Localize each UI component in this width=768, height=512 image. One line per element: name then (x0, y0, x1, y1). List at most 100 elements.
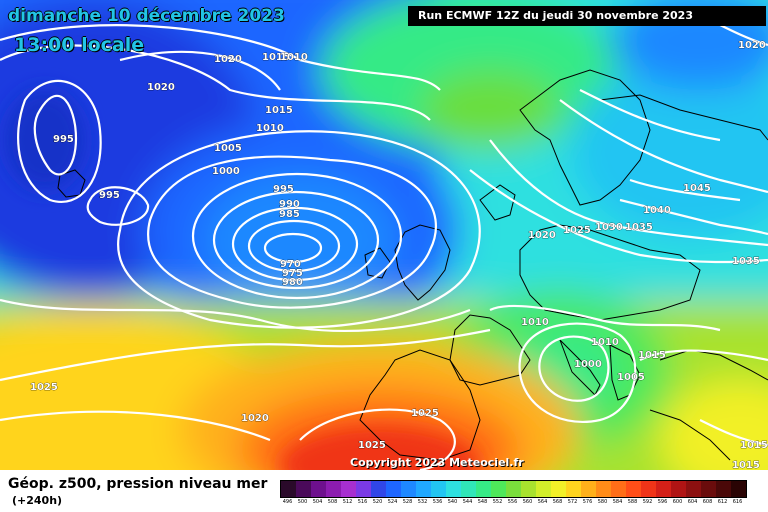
pressure-label: 1000 (574, 359, 602, 370)
color-tick-label: 600 (672, 499, 683, 505)
color-tick-label: 588 (627, 499, 638, 505)
pressure-label: 1020 (241, 413, 269, 424)
copyright: Copyright 2023 Meteociel.fr (350, 456, 524, 469)
pressure-label: 1035 (625, 222, 653, 233)
pressure-label: 1010 (256, 123, 284, 134)
color-swatch (641, 481, 656, 497)
pressure-label: 1030 (595, 222, 623, 233)
color-swatch (581, 481, 596, 497)
forecast-date: dimanche 10 décembre 2023 (8, 6, 285, 26)
color-scale-ticks: 496 500 504 508 512 516 520 524 528 532 536 540 544 5… (280, 499, 745, 505)
color-tick-label: 508 (327, 499, 338, 505)
color-tick-label: 516 (357, 499, 368, 505)
map-footer: Géop. z500, pression niveau mer (+240h) … (0, 470, 768, 512)
pressure-label: 1040 (643, 205, 671, 216)
pressure-labels: 1020 1020 1015 1015 1010 1005 1000 995 9… (30, 40, 768, 470)
pressure-label: 1025 (411, 408, 439, 419)
color-tick-label: 604 (687, 499, 698, 505)
color-tick-label: 572 (567, 499, 578, 505)
color-swatch (491, 481, 506, 497)
pressure-label: 1005 (617, 372, 645, 383)
color-tick-label: 548 (477, 499, 488, 505)
pressure-label: 995 (53, 134, 74, 145)
color-swatch (311, 481, 326, 497)
color-tick-label: 540 (447, 499, 458, 505)
color-tick-label: 528 (402, 499, 413, 505)
pressure-label: 1025 (563, 225, 591, 236)
pressure-label: 1020 (738, 40, 766, 51)
color-tick-label: 608 (702, 499, 713, 505)
color-swatch (611, 481, 626, 497)
pressure-label: 1020 (214, 54, 242, 65)
color-tick-label: 524 (387, 499, 398, 505)
color-swatch (536, 481, 551, 497)
color-tick-label: 532 (417, 499, 428, 505)
pressure-label: 1010 (280, 52, 308, 63)
map-title: Géop. z500, pression niveau mer (8, 476, 268, 492)
color-swatch (386, 481, 401, 497)
color-swatch (686, 481, 701, 497)
color-tick-label: 536 (432, 499, 443, 505)
isobars (0, 19, 768, 470)
pressure-label: 1015 (638, 350, 666, 361)
pressure-label: 1005 (214, 143, 242, 154)
pressure-label: 995 (99, 190, 120, 201)
color-swatch (596, 481, 611, 497)
color-tick-label: 592 (642, 499, 653, 505)
pressure-label: 975 (282, 268, 303, 279)
color-scale (280, 480, 747, 498)
color-tick-label: 616 (732, 499, 743, 505)
color-swatch (446, 481, 461, 497)
color-swatch (341, 481, 356, 497)
color-swatch (461, 481, 476, 497)
color-tick-label: 584 (612, 499, 623, 505)
color-tick-label: 556 (507, 499, 518, 505)
pressure-label: 980 (282, 277, 303, 288)
color-tick-label: 512 (342, 499, 353, 505)
pressure-label: 1025 (358, 440, 386, 451)
pressure-label: 1020 (147, 82, 175, 93)
color-swatch (401, 481, 416, 497)
model-run-banner: Run ECMWF 12Z du jeudi 30 novembre 2023 (408, 6, 766, 26)
color-tick-label: 580 (597, 499, 608, 505)
pressure-label: 990 (279, 199, 300, 210)
color-tick-label: 500 (297, 499, 308, 505)
color-swatch (701, 481, 716, 497)
color-tick-label: 504 (312, 499, 323, 505)
pressure-label: 1035 (732, 256, 760, 267)
color-tick-label: 612 (717, 499, 728, 505)
color-swatch (626, 481, 641, 497)
color-swatch (506, 481, 521, 497)
color-swatch (356, 481, 371, 497)
pressure-label: 970 (280, 259, 301, 270)
pressure-label: 1020 (528, 230, 556, 241)
pressure-label: 1015 (732, 460, 760, 470)
color-tick-label: 596 (657, 499, 668, 505)
pressure-label: 995 (273, 184, 294, 195)
pressure-label: 1015 (265, 105, 293, 116)
color-tick-label: 564 (537, 499, 548, 505)
color-tick-label: 576 (582, 499, 593, 505)
color-swatch (326, 481, 341, 497)
color-swatch (416, 481, 431, 497)
pressure-label: 1045 (683, 183, 711, 194)
color-tick-label: 544 (462, 499, 473, 505)
forecast-lead: (+240h) (12, 494, 63, 507)
pressure-label: 1010 (521, 317, 549, 328)
color-swatch (521, 481, 536, 497)
color-swatch (671, 481, 686, 497)
color-swatch (476, 481, 491, 497)
pressure-label: 1025 (30, 382, 58, 393)
weather-map: 1020 1020 1015 1015 1010 1005 1000 995 9… (0, 0, 768, 470)
pressure-label: 1015 (262, 52, 290, 63)
color-swatch (551, 481, 566, 497)
color-swatch (281, 481, 296, 497)
pressure-label: 1000 (212, 166, 240, 177)
color-swatch (296, 481, 311, 497)
color-swatch (431, 481, 446, 497)
color-swatch (371, 481, 386, 497)
color-tick-label: 496 (282, 499, 293, 505)
color-swatch (731, 481, 746, 497)
geopotential-field: 1020 1020 1015 1015 1010 1005 1000 995 9… (0, 0, 768, 470)
color-tick-label: 520 (372, 499, 383, 505)
